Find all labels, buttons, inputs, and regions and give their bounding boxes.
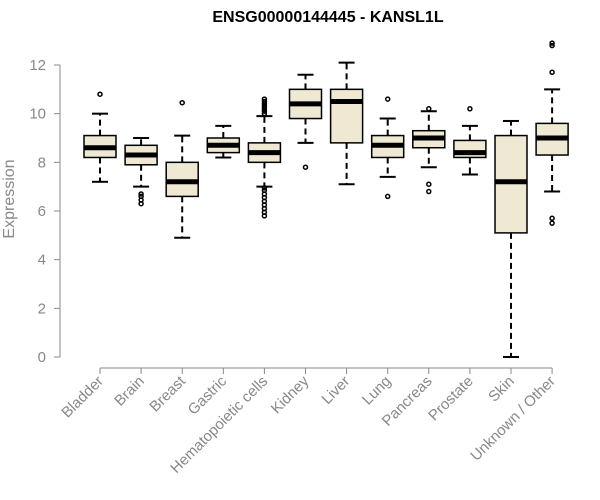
y-tick-label: 2 <box>38 300 46 317</box>
outlier-point <box>261 96 268 102</box>
y-tick-label: 10 <box>29 106 46 123</box>
box-lung <box>370 96 405 200</box>
outlier-point <box>261 106 268 112</box>
box-unknown-other <box>535 40 569 226</box>
x-category-label: Breast <box>146 372 189 415</box>
outlier-point <box>261 185 268 191</box>
box-hematopoietic-cells <box>247 96 282 219</box>
outlier-point <box>426 181 432 187</box>
y-axis-label: Expression <box>1 159 18 238</box>
box-liver <box>329 61 364 186</box>
outlier-point <box>97 91 103 97</box>
box-prostate <box>453 106 487 176</box>
outlier-point <box>426 106 432 112</box>
x-category-label: Prostate <box>425 373 477 425</box>
x-category-label: Brain <box>111 373 148 410</box>
box-bladder <box>83 91 117 183</box>
x-category-label: Bladder <box>58 373 107 422</box>
outlier-point <box>138 193 144 200</box>
y-tick-label: 0 <box>38 349 46 366</box>
outlier-point <box>426 188 432 195</box>
x-category-label: Kidney <box>268 372 313 417</box>
outlier-point <box>179 99 185 106</box>
y-tick-label: 4 <box>38 252 46 269</box>
chart-title: ENSG00000144445 - KANSL1L <box>212 9 443 26</box>
outlier-point <box>261 103 268 110</box>
box-pancreas <box>412 106 446 195</box>
y-tick-label: 12 <box>29 57 46 74</box>
outlier-point <box>384 193 391 200</box>
box-skin <box>494 119 528 358</box>
outlier-point <box>549 40 555 46</box>
outlier-point <box>467 106 473 112</box>
box-breast <box>165 99 199 239</box>
outlier-point <box>261 101 268 107</box>
boxes <box>83 40 569 358</box>
box-gastric <box>206 124 241 159</box>
x-category-label: Lung <box>359 373 395 409</box>
y-tick-label: 6 <box>38 203 46 220</box>
outlier-point <box>138 191 144 197</box>
outlier-point <box>384 96 391 102</box>
outlier-point <box>549 42 555 49</box>
outlier-point <box>302 164 309 170</box>
x-category-label: Liver <box>318 373 353 408</box>
outlier-point <box>261 98 268 105</box>
outlier-point <box>549 220 555 226</box>
y-axis: 0 2 4 6 8 10 12 <box>29 57 61 366</box>
outlier-point <box>261 108 268 114</box>
y-tick-label: 8 <box>38 154 46 171</box>
outlier-point <box>549 215 555 222</box>
outlier-point <box>261 187 268 194</box>
box-brain <box>124 137 158 207</box>
x-category-label: Skin <box>485 373 518 406</box>
outlier-point <box>261 110 268 117</box>
outlier-point <box>549 69 555 76</box>
iqr-box <box>329 88 364 144</box>
box-kidney <box>288 73 323 170</box>
